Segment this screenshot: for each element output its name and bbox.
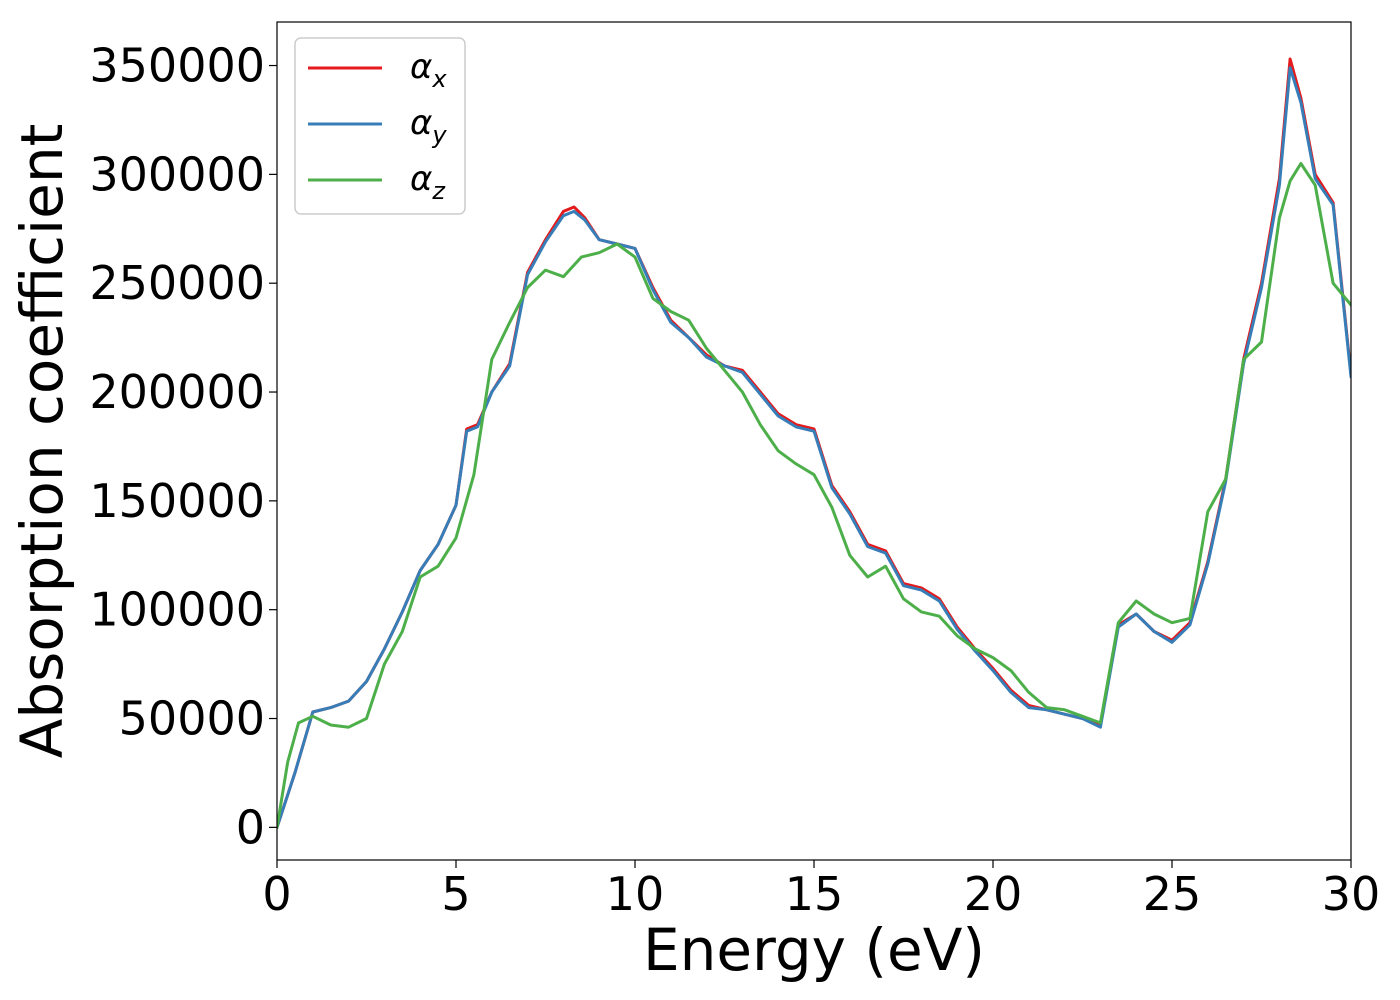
y-tick-label: 250000 [89,256,265,310]
x-axis-title: Energy (eV) [643,916,985,984]
legend-label: αx [410,47,447,93]
legend-label: αy [410,103,447,149]
y-axis-title: Absorption coefficient [8,124,76,759]
x-tick-label: 15 [785,867,844,921]
legend-item-z: αz [308,159,446,205]
series-line-z [277,162,1351,829]
series-line-y [277,66,1351,829]
y-tick-label: 200000 [89,365,265,419]
y-tick-label: 50000 [119,692,265,746]
x-axis: 0 5 10 15 20 25 30 [262,860,1380,921]
legend-item-y: αy [308,103,447,149]
x-tick-label: 10 [606,867,665,921]
y-tick-label: 350000 [89,39,265,93]
x-tick-label: 20 [964,867,1023,921]
legend-box [294,37,466,215]
plot-lines [277,57,1351,829]
y-tick-label: 0 [236,800,265,854]
y-tick-label: 150000 [89,474,265,528]
legend-label: αz [410,159,446,205]
x-tick-label: 0 [262,867,291,921]
y-tick-label: 300000 [89,147,265,201]
x-tick-label: 30 [1322,867,1381,921]
legend: αx αy αz [294,37,466,215]
y-axis: 0 50000 100000 150000 200000 250000 300000 3500… [89,39,277,854]
x-tick-label: 25 [1143,867,1202,921]
x-tick-label: 5 [441,867,470,921]
legend-item-x: αx [308,47,447,93]
y-tick-label: 100000 [89,583,265,637]
